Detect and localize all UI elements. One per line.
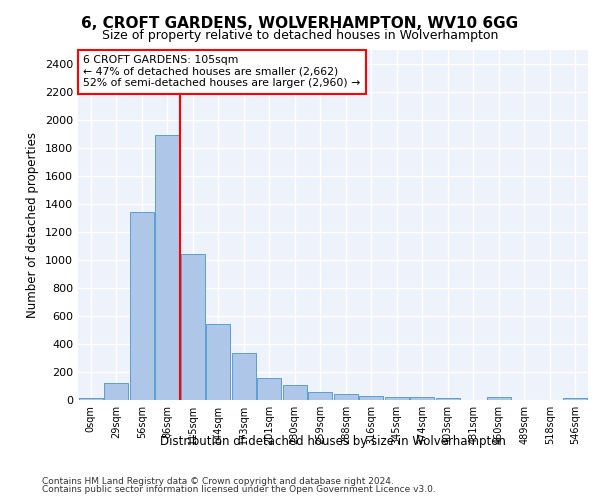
Text: Size of property relative to detached houses in Wolverhampton: Size of property relative to detached ho…	[102, 29, 498, 42]
Bar	[104, 382, 128, 400]
Bar	[563, 398, 587, 400]
Bar	[79, 398, 103, 400]
Bar	[181, 254, 205, 400]
Text: 6, CROFT GARDENS, WOLVERHAMPTON, WV10 6GG: 6, CROFT GARDENS, WOLVERHAMPTON, WV10 6G…	[82, 16, 518, 31]
Bar	[359, 396, 383, 400]
Bar	[385, 396, 409, 400]
Bar	[232, 353, 256, 400]
Y-axis label: Number of detached properties: Number of detached properties	[26, 132, 40, 318]
Bar	[206, 324, 230, 400]
Bar	[334, 394, 358, 400]
Bar	[283, 384, 307, 400]
Bar	[436, 398, 460, 400]
Bar	[257, 378, 281, 400]
Bar	[410, 397, 434, 400]
Text: Contains HM Land Registry data © Crown copyright and database right 2024.: Contains HM Land Registry data © Crown c…	[42, 477, 394, 486]
Bar	[155, 136, 179, 400]
Text: Contains public sector information licensed under the Open Government Licence v3: Contains public sector information licen…	[42, 485, 436, 494]
Text: Distribution of detached houses by size in Wolverhampton: Distribution of detached houses by size …	[160, 434, 506, 448]
Bar	[487, 397, 511, 400]
Text: 6 CROFT GARDENS: 105sqm
← 47% of detached houses are smaller (2,662)
52% of semi: 6 CROFT GARDENS: 105sqm ← 47% of detache…	[83, 56, 361, 88]
Bar	[308, 392, 332, 400]
Bar	[130, 212, 154, 400]
